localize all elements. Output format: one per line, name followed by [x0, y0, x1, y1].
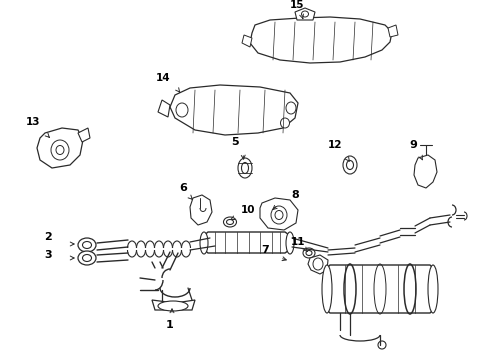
Text: 13: 13: [26, 117, 40, 127]
Text: 2: 2: [44, 232, 52, 242]
Ellipse shape: [342, 156, 356, 174]
Ellipse shape: [51, 140, 69, 160]
Ellipse shape: [223, 217, 236, 227]
Ellipse shape: [346, 161, 353, 170]
Polygon shape: [413, 155, 436, 188]
Ellipse shape: [305, 251, 311, 256]
Polygon shape: [202, 232, 291, 253]
Polygon shape: [37, 128, 83, 168]
Ellipse shape: [274, 211, 283, 220]
Ellipse shape: [238, 158, 251, 178]
Text: 10: 10: [240, 205, 255, 215]
Ellipse shape: [285, 102, 295, 114]
Polygon shape: [190, 195, 212, 225]
Polygon shape: [294, 8, 314, 20]
Text: 6: 6: [179, 183, 186, 193]
Text: 1: 1: [166, 320, 174, 330]
Text: 7: 7: [261, 245, 268, 255]
Ellipse shape: [200, 232, 207, 254]
Polygon shape: [152, 300, 195, 310]
Ellipse shape: [82, 242, 91, 248]
Ellipse shape: [303, 248, 314, 258]
Polygon shape: [78, 128, 90, 142]
Polygon shape: [307, 255, 327, 274]
Text: 12: 12: [327, 140, 342, 150]
Ellipse shape: [321, 265, 331, 313]
Ellipse shape: [280, 118, 289, 128]
Ellipse shape: [56, 145, 64, 154]
Polygon shape: [242, 35, 251, 47]
Ellipse shape: [301, 11, 308, 17]
Ellipse shape: [78, 238, 96, 252]
Polygon shape: [249, 17, 391, 63]
Polygon shape: [170, 85, 297, 135]
Ellipse shape: [176, 103, 187, 117]
Ellipse shape: [285, 232, 293, 254]
Ellipse shape: [312, 258, 323, 270]
Ellipse shape: [270, 206, 286, 224]
Text: 8: 8: [290, 190, 298, 200]
Text: 15: 15: [289, 0, 304, 10]
Ellipse shape: [226, 220, 233, 225]
Polygon shape: [387, 25, 397, 37]
Ellipse shape: [241, 162, 248, 174]
Text: 5: 5: [231, 137, 238, 147]
Polygon shape: [158, 100, 170, 117]
Text: 3: 3: [44, 250, 52, 260]
Polygon shape: [325, 265, 434, 313]
Text: 14: 14: [155, 73, 170, 83]
Text: 9: 9: [408, 140, 416, 150]
Ellipse shape: [82, 255, 91, 261]
Ellipse shape: [427, 265, 437, 313]
Ellipse shape: [158, 301, 187, 311]
Ellipse shape: [78, 251, 96, 265]
Text: 11: 11: [290, 237, 305, 247]
Polygon shape: [260, 198, 297, 230]
